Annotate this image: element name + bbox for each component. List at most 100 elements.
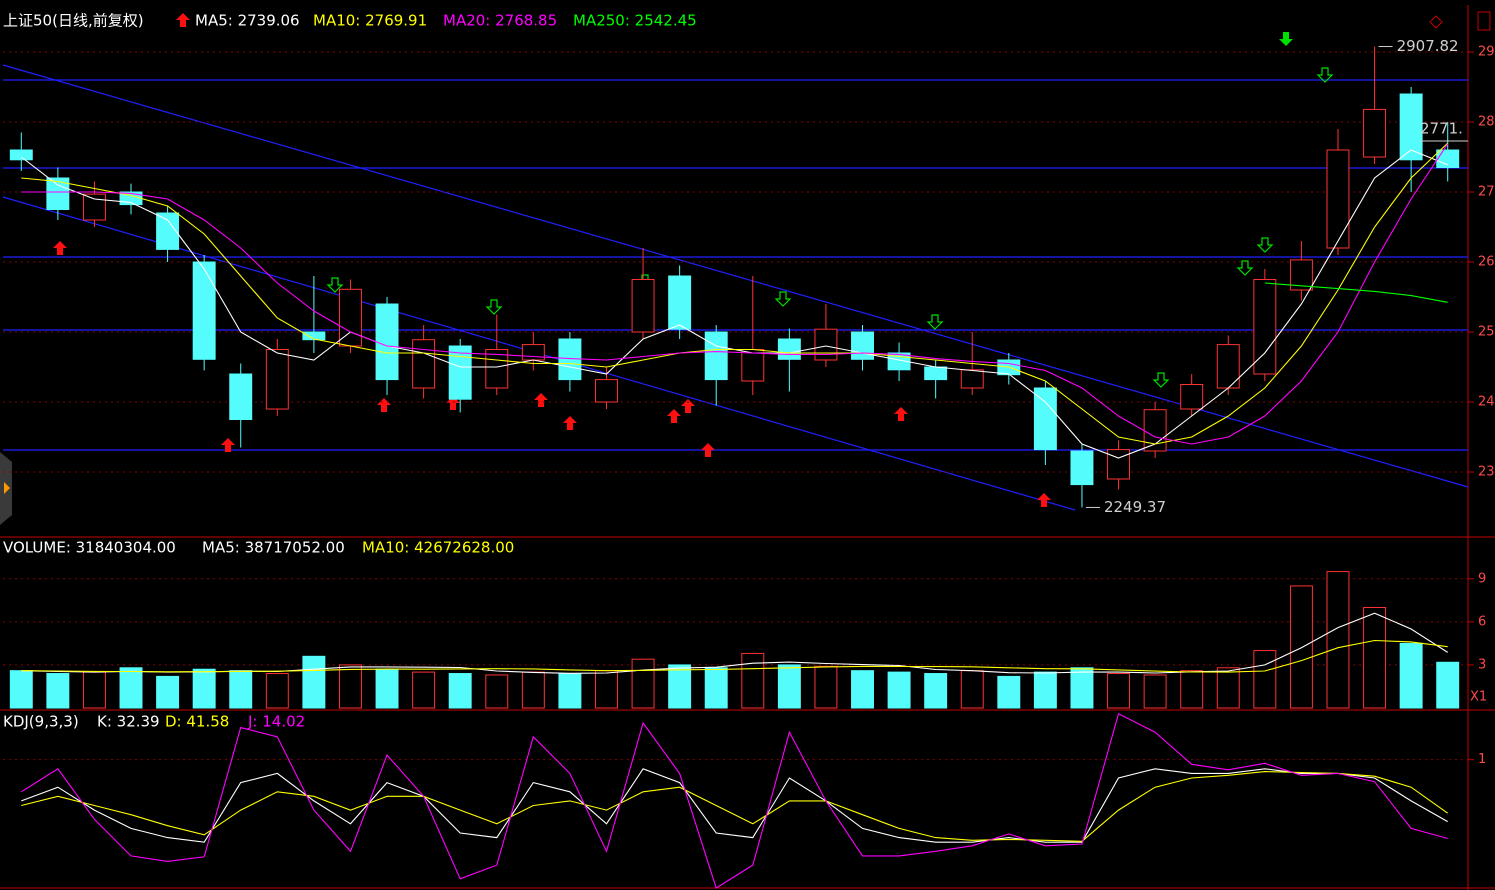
extreme-label: 2907.82: [1397, 37, 1459, 55]
candle-body: [412, 339, 436, 389]
volume-bar: [1180, 670, 1204, 709]
legend-entry: MA10: 2769.91: [313, 12, 427, 30]
legend-entry: MA10: 42672628.00: [362, 539, 514, 557]
candle-body: [448, 345, 472, 400]
y-tick-label: 2600: [1478, 255, 1495, 270]
volume-bar: [521, 671, 545, 709]
y-tick-label: 2400: [1478, 395, 1495, 410]
candle-body: [1033, 387, 1057, 451]
volume-bar: [338, 664, 362, 709]
candle-body: [1326, 149, 1350, 249]
volume-bar: [412, 671, 436, 709]
candle-body: [82, 193, 106, 221]
candle-body: [1143, 409, 1167, 452]
candle-body: [192, 261, 216, 360]
legend-entry: MA5: 38717052.00: [202, 539, 345, 557]
frame: [0, 5, 1495, 890]
volume-bar: [1107, 673, 1131, 709]
volume-bar: [448, 673, 472, 709]
volume-bar: [1033, 671, 1057, 709]
kdj-title: KDJ(9,3,3): [3, 713, 79, 731]
volume-bar: [229, 670, 253, 709]
volume-unit: X1: [1470, 690, 1487, 705]
candle-body: [704, 331, 728, 381]
candle-body: [924, 366, 948, 381]
volume-bar: [1143, 674, 1167, 709]
signal-arrows: [53, 13, 1333, 507]
candle-body: [1253, 279, 1277, 375]
volume-bar: [777, 664, 801, 709]
volume-bar: [375, 668, 399, 709]
candle-body: [1363, 108, 1387, 158]
volume-bar: [1253, 650, 1277, 709]
volume-bar: [887, 671, 911, 709]
candle-body: [668, 275, 692, 330]
candle-body: [1216, 344, 1240, 389]
kdj-line: [21, 771, 1449, 842]
candle-body: [741, 349, 765, 382]
ma-line: [21, 143, 1449, 445]
y-tick-label: 2900: [1478, 45, 1495, 60]
legend-entry: D: 41.58: [165, 713, 229, 731]
volume-bar: [1216, 667, 1240, 709]
volume-bar: [1326, 571, 1350, 709]
volume-bar: [814, 665, 838, 709]
legend-entry: MA5: 2739.06: [195, 12, 300, 30]
candle-body: [265, 349, 289, 410]
volume-bar: [1399, 642, 1423, 709]
volume-bar: [851, 670, 874, 709]
candle-body: [521, 344, 545, 361]
candle-body: [229, 373, 253, 420]
y-tick-label: 2800: [1478, 115, 1495, 130]
candle-body: [9, 149, 33, 161]
y-tick-label: 2700: [1478, 185, 1495, 200]
y-tick-label: 3: [1478, 657, 1486, 672]
kdj-line: [21, 713, 1448, 889]
volume-bar: [9, 670, 33, 709]
volume-bar: [558, 673, 582, 709]
volume-bar: [82, 671, 106, 709]
volume-bar: [924, 673, 948, 709]
candle-body: [814, 328, 838, 361]
volume-bar: [960, 670, 984, 709]
volume-bar: [668, 664, 692, 709]
legend-entry: VOLUME: 31840304.00: [3, 539, 176, 557]
volume-bar: [1363, 606, 1387, 709]
volume-bar: [192, 668, 216, 709]
volume-bar: [1436, 661, 1460, 709]
candle-body: [1107, 449, 1131, 480]
volume-bar: [741, 652, 765, 709]
y-tick-label: 6: [1478, 614, 1486, 629]
candle-body: [1180, 384, 1204, 410]
candle-body: [1289, 259, 1313, 291]
volume-bar: [302, 655, 326, 709]
ma-line: [21, 142, 1449, 445]
candle-body: [595, 379, 618, 403]
volume-ma-line: [21, 639, 1448, 673]
y-tick-label: 2300: [1478, 465, 1495, 480]
candle-body: [375, 303, 399, 381]
candle-body: [302, 331, 326, 341]
volume-bar: [631, 658, 655, 709]
candle-body: [777, 338, 801, 360]
volume-bar: [46, 673, 70, 709]
volume-bar: [156, 675, 180, 709]
candle-body: [1399, 93, 1423, 161]
legend-entry: MA20: 2768.85: [443, 12, 557, 30]
chart-title: 上证50(日线,前复权): [3, 12, 144, 30]
candle-body: [1436, 149, 1460, 168]
volume-bar: [485, 674, 509, 709]
extreme-label: 2249.37: [1104, 498, 1166, 516]
volume-bar: [1289, 585, 1313, 709]
legend-entry: K: 32.39: [97, 713, 160, 731]
volume-bar: [595, 670, 618, 709]
volume-bar: [997, 675, 1021, 709]
candle-body: [1070, 450, 1094, 486]
y-tick-label: 2500: [1478, 325, 1495, 340]
y-tick-label: 9: [1478, 571, 1486, 586]
volume-bar: [265, 673, 289, 709]
legend-entry: MA250: 2542.45: [573, 12, 697, 30]
candle-body: [156, 212, 180, 250]
ma-line: [1264, 282, 1448, 303]
